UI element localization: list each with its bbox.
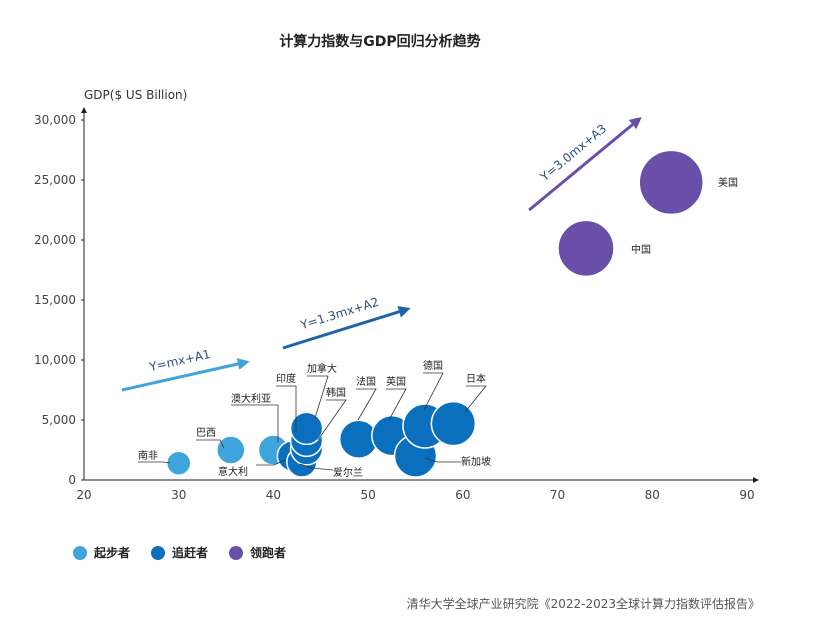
legend-swatch [151,546,165,560]
y-tick-label: 30,000 [34,113,76,127]
y-tick-label: 5,000 [42,413,76,427]
trend-label: Y=1.3mx+A2 [298,295,381,333]
leader-line [317,399,347,441]
country-label: 中国 [631,243,651,256]
x-tick-label: 90 [739,488,754,502]
leader-line [138,461,171,464]
leader-line [356,388,377,421]
y-tick-label: 0 [68,473,76,487]
leader-line [231,404,279,442]
leader-line [256,459,286,466]
leader-line [386,388,407,421]
leader-line [307,375,329,419]
legend-label: 起步者 [93,545,130,560]
axes [81,107,759,483]
country-label: 印度 [276,372,296,385]
leader-line [276,385,297,432]
legend-swatch [73,546,87,560]
bubble-美国 [638,149,704,216]
x-tick-label: 30 [171,488,186,502]
country-label: 德国 [423,359,443,372]
legend: 起步者 追赶者 领跑者 [73,545,286,560]
bubbles [165,149,704,478]
country-label: 南非 [138,449,158,462]
trend-arrow [282,306,411,350]
country-label: 日本 [466,372,486,385]
country-label: 英国 [386,375,406,388]
legend-label: 追赶者 [172,545,208,560]
leader-line [423,372,444,411]
bubble-巴西 [216,435,246,465]
x-tick-label: 70 [550,488,565,502]
x-tick-label: 40 [266,488,281,502]
y-tick-label: 10,000 [34,353,76,367]
leader-line [424,457,461,463]
country-label: 巴西 [196,427,216,439]
country-label: 加拿大 [307,362,337,375]
bubble-中国 [557,219,615,278]
y-axis-label: GDP($ US Billion) [84,88,187,102]
trend-label: Y=mx+A1 [147,347,212,374]
x-tick-label: 20 [76,488,91,502]
x-tick-label: 50 [361,488,376,502]
trend-arrow [528,116,642,212]
chart-title: 计算力指数与GDP回归分析趋势 [279,33,480,50]
leader-line [196,439,225,449]
bubble-加拿大 [289,411,324,446]
x-tick-label: 80 [645,488,660,502]
bubble-南非 [165,450,192,476]
y-tick-label: 15,000 [34,293,76,307]
tick-labels: 20 30 40 50 60 70 80 90 0 5,000 10,000 15,000 20,000… [34,113,755,502]
country-label: 爱尔兰 [333,466,363,479]
country-label: 新加坡 [461,455,491,468]
country-label: 澳大利亚 [231,392,271,405]
y-tick-label: 25,000 [34,173,76,187]
country-label: 法国 [356,375,376,388]
trend-arrow [121,358,250,392]
leader-line [299,463,334,471]
bubble-日本 [430,400,477,447]
country-label: 意大利 [218,465,248,478]
legend-swatch [229,546,243,560]
legend-label: 领跑者 [250,545,286,560]
x-tick-label: 60 [455,488,470,502]
leader-line [464,385,487,413]
source-note: 清华大学全球产业研究院《2022-2023全球计算力指数评估报告》 [407,596,760,611]
y-tick-label: 20,000 [34,233,76,247]
country-label: 韩国 [326,386,346,399]
country-label: 美国 [718,176,738,189]
